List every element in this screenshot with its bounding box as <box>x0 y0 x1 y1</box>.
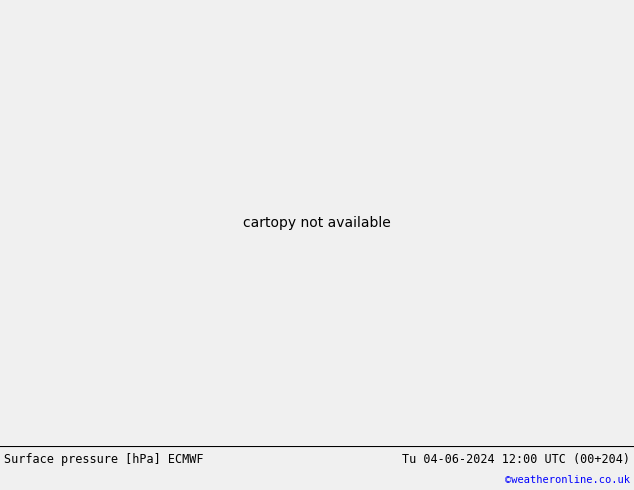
Text: ©weatheronline.co.uk: ©weatheronline.co.uk <box>505 475 630 485</box>
Text: Surface pressure [hPa] ECMWF: Surface pressure [hPa] ECMWF <box>4 453 204 466</box>
Text: Tu 04-06-2024 12:00 UTC (00+204): Tu 04-06-2024 12:00 UTC (00+204) <box>402 453 630 466</box>
Text: cartopy not available: cartopy not available <box>243 216 391 230</box>
